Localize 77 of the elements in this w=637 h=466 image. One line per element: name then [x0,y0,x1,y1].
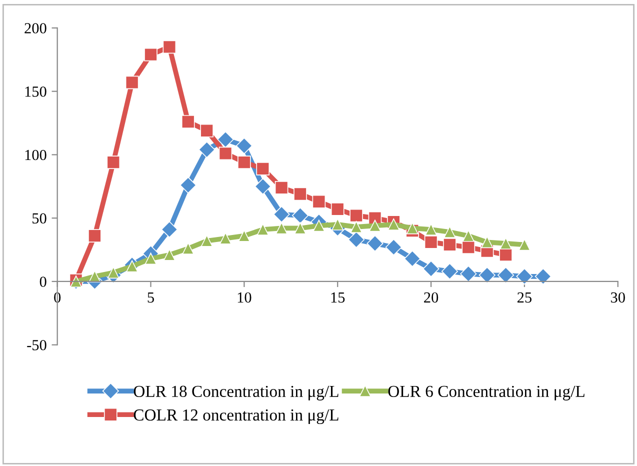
point [182,242,194,254]
y-tick-label: 100 [25,150,46,160]
y-tick-label: 150 [25,86,46,97]
point [348,231,365,248]
point [238,230,250,242]
point [161,221,178,238]
point [254,178,272,195]
point [462,240,476,254]
point [332,218,344,230]
y-tick-label: -50 [27,340,46,350]
x-tick-label: 0 [54,292,61,303]
point [500,237,512,250]
x-tick-label: 25 [517,292,532,303]
point [218,146,232,160]
point [217,131,234,148]
point [478,266,496,284]
point [276,222,288,234]
legend-label: OLR 6 Concentration in μg/L [388,386,584,400]
point [294,222,306,234]
point [144,48,158,62]
point [273,206,290,223]
point [292,207,309,224]
point [274,181,288,194]
point [499,248,512,262]
point [294,187,307,201]
point [163,248,176,261]
point [200,234,213,247]
point [350,208,363,222]
legend-label: OLR 18 Concentration in μg/L [134,386,338,400]
point [518,238,530,251]
point [366,235,384,252]
point [388,218,400,230]
point [312,220,325,232]
point [498,266,514,284]
point [220,232,232,244]
point [236,138,252,154]
y-tick-label: 200 [24,23,46,34]
point [238,156,251,169]
point [180,176,196,194]
point [106,156,120,169]
y-tick-label: 50 [32,213,46,224]
point [350,220,362,233]
point [162,40,176,54]
point [144,252,157,265]
point [441,263,458,280]
point [404,250,421,267]
point [406,222,418,234]
point [516,268,533,285]
point [125,76,139,90]
x-tick-label: 20 [424,292,438,303]
point [200,124,214,138]
point [181,115,195,128]
legend-label: COLR 12 oncentration in μg/L [134,409,338,424]
point [460,266,477,282]
point [425,224,438,236]
point [481,236,494,248]
point [312,194,326,208]
point [534,268,552,285]
point [256,224,269,236]
x-tick-label: 30 [610,292,625,303]
point [88,229,102,243]
point [424,236,438,249]
point [107,266,120,279]
point [385,238,402,256]
point [198,141,216,158]
point [369,220,381,232]
point [462,230,474,242]
x-tick-label: 5 [148,292,154,303]
point [443,238,456,252]
x-tick-label: 15 [331,292,345,303]
x-tick-label: 10 [238,292,252,303]
point [330,202,344,216]
point [126,260,138,272]
point [422,260,440,278]
y-tick-label: 0 [40,276,46,287]
point [444,226,456,238]
point [256,162,270,176]
